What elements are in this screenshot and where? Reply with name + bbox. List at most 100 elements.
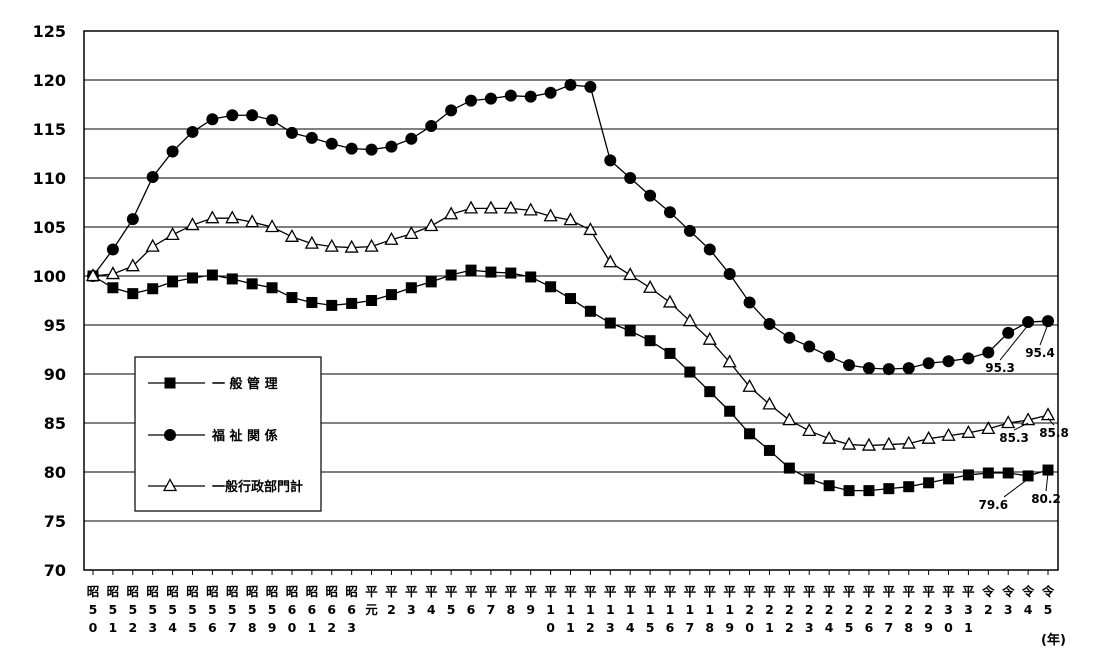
- y-tick-label: 125: [33, 22, 66, 41]
- x-tick-char: 平: [863, 584, 876, 599]
- square-marker: [385, 289, 397, 301]
- triangle-marker: [1001, 415, 1016, 429]
- square-marker: [405, 282, 417, 294]
- x-tick-char: 2: [128, 620, 137, 635]
- square-marker: [565, 293, 576, 305]
- circle-marker: [164, 429, 176, 441]
- x-tick-char: 0: [546, 620, 555, 635]
- x-tick-char: 3: [964, 602, 973, 617]
- x-tick-char: 2: [865, 602, 874, 617]
- x-tick-char: 昭: [107, 584, 120, 599]
- square-marker: [465, 264, 477, 276]
- x-tick-char: 昭: [166, 584, 179, 599]
- square-marker: [724, 405, 736, 417]
- x-tick-char: 元: [365, 602, 378, 617]
- x-tick-char: 1: [666, 602, 675, 617]
- x-tick-char: 4: [1024, 602, 1033, 617]
- x-tick-char: 2: [884, 602, 893, 617]
- y-tick-label: 75: [44, 512, 66, 531]
- x-tick-label: 昭 5 9: [266, 584, 279, 635]
- triangle-marker: [264, 219, 280, 233]
- legend-item: 一 般 管 理: [148, 376, 278, 392]
- circle-marker: [186, 125, 199, 138]
- triangle-marker: [762, 396, 777, 410]
- x-tick-char: 令: [1001, 584, 1015, 599]
- square-marker: [982, 467, 994, 479]
- label-leader-line: [1047, 417, 1055, 426]
- x-tick-label: 平4: [425, 584, 438, 617]
- x-tick-label: 昭 5 7: [226, 584, 239, 635]
- x-tick-char: 1: [646, 602, 655, 617]
- square-marker: [107, 282, 119, 294]
- x-tick-char: 5: [447, 602, 456, 617]
- circle-marker: [385, 140, 398, 153]
- square-marker: [266, 282, 278, 294]
- square-marker: [943, 473, 955, 485]
- circle-marker: [445, 104, 458, 117]
- x-tick-label: 平3: [405, 584, 418, 617]
- circle-marker: [266, 114, 279, 127]
- triangle-marker: [841, 436, 857, 450]
- triangle-marker: [822, 430, 837, 444]
- x-tick-char: 平: [883, 584, 896, 599]
- x-tick-label: 平 1 6: [664, 584, 677, 635]
- x-tick-char: 平: [664, 584, 677, 599]
- x-tick-char: 8: [904, 620, 913, 635]
- x-tick-char: 2: [785, 602, 794, 617]
- triangle-marker: [921, 430, 936, 444]
- x-tick-char: 8: [506, 602, 515, 617]
- x-tick-label: 平 1 5: [644, 584, 657, 635]
- x-tick-char: 平: [624, 584, 637, 599]
- triangle-marker: [901, 435, 916, 449]
- x-tick-char: 2: [924, 602, 933, 617]
- label-leader-line: [1039, 323, 1049, 346]
- square-marker: [624, 325, 636, 337]
- square-marker: [346, 297, 358, 309]
- label-leader-line: [1003, 478, 1029, 498]
- circle-marker: [564, 78, 577, 91]
- circle-marker: [902, 362, 915, 375]
- series-square: [87, 264, 1054, 497]
- triangle-marker: [1040, 407, 1056, 421]
- x-tick-label: 平 1 8: [704, 584, 717, 635]
- x-tick-label: 昭 5 2: [127, 584, 140, 635]
- x-tick-label: 平 3 0: [942, 584, 955, 635]
- square-marker: [425, 276, 437, 288]
- x-tick-label: 平7: [485, 584, 498, 617]
- square-marker: [186, 272, 198, 284]
- circle-marker: [942, 355, 955, 368]
- x-tick-char: 1: [546, 602, 555, 617]
- x-tick-char: 平: [564, 584, 577, 599]
- x-tick-label: 昭 6 1: [306, 584, 319, 635]
- square-marker: [164, 377, 176, 389]
- x-tick-char: 8: [705, 620, 714, 635]
- triangle-marker: [961, 424, 976, 438]
- square-marker: [644, 335, 656, 347]
- y-tick-label: 95: [44, 316, 66, 335]
- triangle-marker: [881, 436, 896, 450]
- triangle-marker: [802, 422, 817, 436]
- x-tick-char: 1: [566, 602, 575, 617]
- x-tick-label: 昭 5 5: [186, 584, 199, 635]
- x-tick-char: 平: [584, 584, 597, 599]
- square-marker: [326, 299, 338, 311]
- x-tick-label: 昭 6 3: [345, 584, 358, 635]
- x-tick-char: 1: [308, 620, 317, 635]
- x-tick-label: 平9: [524, 584, 537, 617]
- x-tick-label: 令2: [981, 584, 995, 617]
- x-tick-char: 5: [248, 602, 257, 617]
- y-tick-label: 85: [44, 414, 66, 433]
- x-tick-char: 平: [524, 584, 537, 599]
- x-tick-char: 3: [407, 602, 416, 617]
- x-tick-char: 2: [904, 602, 913, 617]
- circle-marker: [325, 137, 338, 150]
- x-tick-char: 0: [288, 620, 297, 635]
- circle-marker: [982, 346, 995, 359]
- series-circle: [87, 78, 1054, 376]
- x-tick-label: 令5: [1041, 584, 1055, 617]
- x-tick-label: 昭 5 6: [206, 584, 219, 635]
- x-tick-char: 5: [268, 602, 277, 617]
- x-tick-char: 5: [128, 602, 137, 617]
- circle-marker: [126, 213, 139, 226]
- x-tick-label: 平5: [445, 584, 458, 617]
